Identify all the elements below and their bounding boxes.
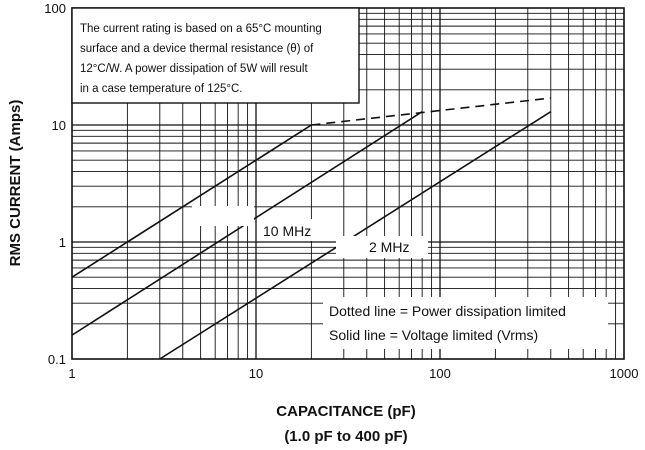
x-axis-title: CAPACITANCE (pF) [276,403,415,420]
y-tick-label: 10 [52,118,66,133]
x-tick-label: 1 [68,366,75,381]
x-axis-subtitle: (1.0 pF to 400 pF) [284,428,407,445]
line-gap-mask [192,206,254,226]
label-10mhz-group: 10 MHz [258,219,320,241]
legend-line-1: Dotted line = Power dissipation limited [329,303,566,319]
y-tick-label: 1 [59,235,66,250]
x-tick-label: 100 [429,366,451,381]
label-2mhz-group: 2 MHz [336,236,428,258]
series-line-4 [159,110,552,360]
label-10mhz: 10 MHz [263,223,311,239]
note-line-2: surface and a device thermal resistance … [80,43,314,55]
note-line-3: 12°C/W. A power dissipation of 5W will r… [80,63,308,75]
y-tick-label: 0.1 [48,352,66,367]
note-line-1: The current rating is based on a 65°C mo… [80,23,322,35]
legend-line-2: Solid line = Voltage limited (Vrms) [329,327,538,343]
y-tick-label: 100 [44,1,66,16]
x-tick-label: 10 [249,366,263,381]
note-box: The current rating is based on a 65°C mo… [71,7,360,104]
legend-box: Dotted line = Power dissipation limited … [323,297,608,349]
label-2mhz: 2 MHz [369,239,409,255]
x-tick-label: 1000 [610,366,639,381]
series-line-2 [311,97,551,126]
note-line-4: in a case temperature of 125°C. [80,83,243,95]
y-axis-title: RMS CURRENT (Amps) [7,100,24,267]
series-line-1 [71,124,312,278]
